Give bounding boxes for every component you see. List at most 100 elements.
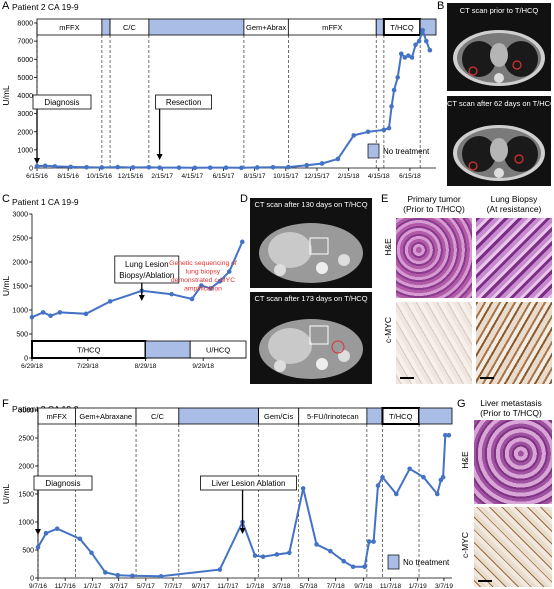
f-ylabel: U/mL	[1, 484, 11, 505]
a-data-point	[34, 163, 40, 169]
a-data-point	[427, 47, 433, 53]
f-y-tick-label: 1000	[18, 520, 34, 527]
f-data-point	[314, 542, 319, 547]
f-x-tick-label: 9/7/17	[192, 583, 210, 589]
a-data-point	[409, 55, 415, 60]
a-x-tick-label: 12/15/16	[118, 173, 144, 180]
c-annotation-label-2: Biopsy/Ablation	[119, 271, 174, 280]
c-x-tick-label: 9/29/18	[192, 363, 214, 370]
c-data-point	[226, 269, 232, 274]
a-x-tick-label: 6/15/18	[399, 173, 421, 180]
a-x-tick-label: 12/15/17	[304, 173, 330, 180]
a-y-tick-label: 7000	[17, 39, 33, 46]
f-x-tick-label: 9/7/16	[29, 583, 47, 589]
c-note-line: lung biopsy	[186, 269, 221, 276]
panel-letter-e: E	[381, 193, 389, 205]
a-data-point	[99, 165, 105, 170]
f-data-point	[446, 432, 452, 438]
a-treatment-label: C/C	[123, 23, 137, 32]
a-treatment-label: Gem+Abrax	[246, 23, 286, 32]
a-treatment-bar	[101, 18, 111, 36]
c-treatment-label: T/HCQ	[77, 346, 100, 355]
f-x-tick-label: 7/7/18	[327, 583, 345, 589]
f-x-tick-label: 11/7/17	[217, 583, 239, 589]
a-annotation-box	[32, 94, 92, 110]
c-y-tick-label: 3000	[12, 212, 28, 219]
ct-image-173	[259, 319, 363, 379]
c-data-point	[199, 283, 204, 288]
c-data-point	[217, 278, 223, 284]
f-data-point	[328, 548, 333, 554]
f-data-point	[443, 432, 448, 438]
f-series-line	[37, 434, 449, 578]
a-data-point	[207, 165, 213, 170]
f-data-point	[407, 466, 412, 472]
f-treatment-label: Gem+Abraxane	[79, 412, 132, 421]
a-title: Patient 2 CA 19-9	[12, 2, 79, 12]
histo-cmyc-primary	[396, 302, 472, 384]
f-y-tick-label: 2500	[18, 436, 34, 443]
c-ylabel: U/mL	[1, 276, 11, 297]
a-data-point	[402, 55, 408, 60]
f-data-point	[54, 526, 60, 532]
f-y-tick-label: 3000	[18, 408, 34, 415]
c-data-point	[239, 239, 245, 245]
c-treatment-bar	[145, 340, 191, 359]
panel-letter-c: C	[2, 193, 10, 205]
c-data-point	[40, 310, 46, 315]
f-x-tick-label: 1/7/17	[83, 583, 101, 589]
histo-he-primary	[396, 218, 472, 298]
a-data-point	[52, 164, 58, 169]
f-data-point	[380, 474, 385, 480]
f-y-tick-label: 1500	[18, 492, 34, 499]
a-x-tick-label: 6/15/16	[26, 173, 48, 180]
a-arrow-head	[156, 154, 163, 160]
f-data-point	[366, 539, 372, 544]
histo-row1-label: H&E	[383, 238, 393, 256]
a-x-tick-label: 8/15/16	[57, 173, 79, 180]
a-data-point	[304, 162, 310, 168]
a-annotation-box	[155, 94, 213, 110]
f-data-point	[274, 552, 280, 557]
a-data-point	[413, 42, 418, 48]
f-annotation-label: Diagnosis	[45, 479, 80, 488]
a-data-point	[239, 165, 244, 171]
f-treatment-bar	[418, 407, 453, 425]
f-x-tick-label: 3/7/19	[435, 583, 453, 589]
c-note-line: amplification	[184, 286, 222, 293]
a-data-point	[381, 127, 387, 133]
a-data-point	[192, 165, 198, 171]
scale-bar-e1	[400, 377, 414, 379]
a-y-tick-label: 3000	[17, 111, 33, 118]
f-x-tick-label: 5/7/18	[299, 583, 317, 589]
f-data-point	[421, 474, 426, 480]
a-treatment-bar	[148, 18, 245, 36]
a-y-tick-label: 5000	[17, 75, 33, 82]
f-data-point	[300, 486, 306, 491]
f-x-tick-label: 5/7/17	[137, 583, 155, 589]
c-title: Patient 1 CA 19-9	[12, 197, 79, 207]
f-data-point	[77, 536, 83, 542]
a-x-tick-label: 10/15/16	[87, 173, 113, 180]
f-data-point	[362, 564, 367, 570]
c-data-point	[48, 313, 53, 319]
histo-col1-label: Primary tumor	[407, 194, 461, 204]
f-data-point	[115, 572, 121, 578]
a-treatment-label: T/HCQ	[390, 23, 413, 32]
c-annotation-box	[114, 255, 180, 284]
a-data-point	[42, 163, 48, 169]
f-treatment-label: T/HCQ	[389, 412, 412, 421]
f-data-point	[89, 550, 94, 556]
ct-scan-173: CT scan after 173 days on T/HCQ	[250, 292, 372, 384]
f-legend-swatch	[387, 554, 400, 570]
a-treatment-label: mFFX	[322, 23, 342, 32]
f-data-point	[158, 574, 164, 579]
histo-g-label: Liver metastasis	[480, 398, 542, 408]
f-x-tick-label: 1/7/18	[246, 583, 264, 589]
a-data-point	[416, 38, 422, 44]
f-data-point	[434, 491, 440, 497]
a-legend-label: No treatment	[383, 147, 430, 156]
ct-scan-after: CT scan after 62 days on T/HCQ	[447, 96, 551, 186]
a-x-tick-label: 8/15/17	[244, 173, 266, 180]
